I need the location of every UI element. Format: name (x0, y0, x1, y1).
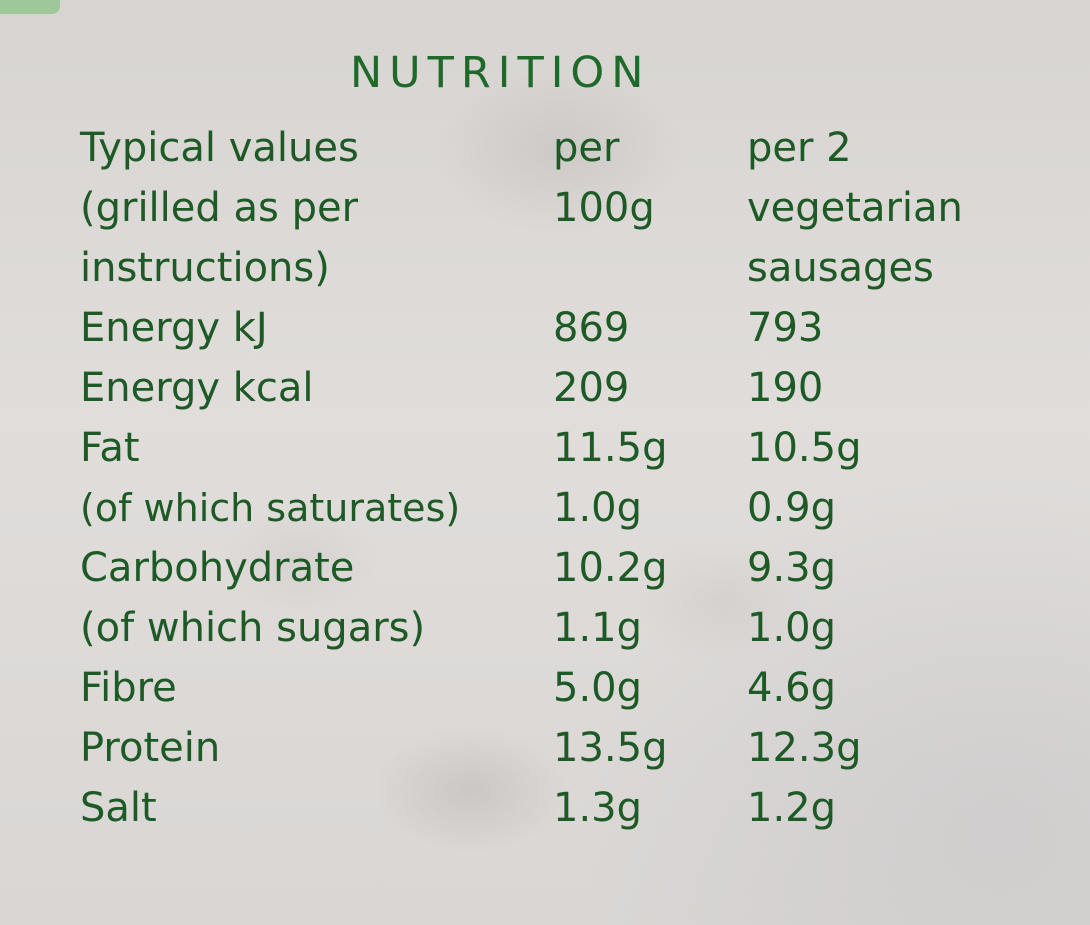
value-per-100g: 209 (553, 365, 630, 411)
nutrition-title: NUTRITION (350, 48, 651, 98)
value-per-2-sausages: 190 (747, 365, 824, 411)
nutrient-label: (of which sugars) (80, 605, 426, 651)
header-label-line: (grilled as per (80, 185, 359, 231)
value-per-2-sausages: 12.3g (747, 725, 862, 771)
value-per-100g: 5.0g (553, 665, 643, 711)
value-per-100g: 13.5g (553, 725, 668, 771)
value-per-100g: 1.1g (553, 605, 643, 651)
value-per-2-sausages: 4.6g (747, 665, 837, 711)
header-row-3: instructions) sausages (0, 238, 1090, 298)
nutrient-label: Fat (80, 425, 140, 471)
nutrient-label: Fibre (80, 665, 177, 711)
value-per-2-sausages: 9.3g (747, 545, 837, 591)
header-label-line: instructions) (80, 245, 330, 291)
value-per-100g: 869 (553, 305, 630, 351)
header-row-2: (grilled as per 100g vegetarian (0, 178, 1090, 238)
table-row: (of which sugars) 1.1g 1.0g (0, 598, 1090, 658)
value-per-2-sausages: 10.5g (747, 425, 862, 471)
header-label-line: Typical values (80, 125, 359, 171)
nutrient-label: Salt (80, 785, 157, 831)
nutrient-label: (of which saturates) (80, 486, 461, 530)
value-per-100g: 11.5g (553, 425, 668, 471)
header-per2-line: vegetarian (747, 185, 963, 231)
header-row-1: Typical values per per 2 (0, 118, 1090, 178)
table-row: Carbohydrate 10.2g 9.3g (0, 538, 1090, 598)
header-per2-line: sausages (747, 245, 934, 291)
table-row: Protein 13.5g 12.3g (0, 718, 1090, 778)
nutrient-label: Energy kJ (80, 305, 268, 351)
nutrient-label: Carbohydrate (80, 545, 355, 591)
value-per-2-sausages: 1.0g (747, 605, 837, 651)
value-per-2-sausages: 793 (747, 305, 824, 351)
table-row: (of which saturates) 1.0g 0.9g (0, 478, 1090, 538)
table-row: Energy kcal 209 190 (0, 358, 1090, 418)
nutrient-label: Energy kcal (80, 365, 314, 411)
header-per100-line: per (553, 125, 620, 171)
value-per-100g: 1.3g (553, 785, 643, 831)
table-row: Fibre 5.0g 4.6g (0, 658, 1090, 718)
value-per-100g: 1.0g (553, 485, 643, 531)
nutrient-label: Protein (80, 725, 221, 771)
value-per-2-sausages: 0.9g (747, 485, 837, 531)
value-per-2-sausages: 1.2g (747, 785, 837, 831)
header-per100-line: 100g (553, 185, 655, 231)
value-per-100g: 10.2g (553, 545, 668, 591)
table-row: Energy kJ 869 793 (0, 298, 1090, 358)
header-per2-line: per 2 (747, 125, 852, 171)
table-row: Fat 11.5g 10.5g (0, 418, 1090, 478)
table-row: Salt 1.3g 1.2g (0, 778, 1090, 838)
green-corner-tab (0, 0, 60, 14)
